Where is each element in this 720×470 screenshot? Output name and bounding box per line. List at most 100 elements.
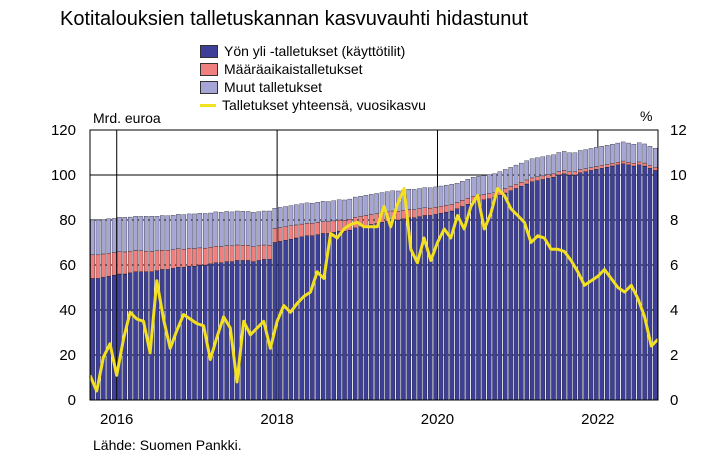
bar-other [267, 210, 272, 246]
bar-demand [111, 274, 117, 401]
bar-other [111, 218, 117, 253]
bar-term [160, 249, 165, 270]
bar-demand [615, 164, 621, 401]
bar-other [492, 173, 497, 193]
bar-term [513, 184, 519, 189]
bar-demand [197, 264, 203, 401]
y-left-tick-label: 100 [51, 167, 76, 184]
bar-other [599, 146, 604, 166]
bar-term [176, 248, 181, 268]
bar-other [133, 216, 138, 251]
y-right-tick-label: 2 [670, 347, 678, 364]
bar-other [481, 175, 487, 195]
bar-demand [192, 265, 197, 401]
bar-other [127, 216, 133, 252]
y-left-tick-label: 0 [68, 392, 76, 409]
bar-demand [604, 166, 610, 401]
bar-other [208, 212, 213, 248]
bar-demand [401, 218, 406, 401]
bar-demand [551, 177, 556, 401]
bar-term [181, 249, 187, 268]
bar-demand [540, 179, 546, 401]
bar-other [95, 219, 101, 256]
bar-term [428, 207, 433, 216]
bar-demand [358, 226, 363, 401]
bar-other [326, 201, 331, 222]
bar-other [144, 216, 149, 252]
bar-other [369, 194, 374, 215]
bar-term [197, 247, 203, 266]
bar-term [320, 221, 326, 234]
bar-other [294, 204, 299, 226]
bar-demand [631, 165, 637, 401]
bar-other [202, 213, 208, 249]
bar-other [251, 212, 256, 247]
bar-other [224, 211, 229, 246]
bar-other [336, 199, 342, 221]
bar-demand [503, 192, 508, 401]
bar-term [261, 244, 267, 260]
bar-demand [310, 235, 315, 401]
bar-other [256, 211, 262, 247]
bar-demand [578, 172, 583, 401]
bar-other [503, 169, 508, 189]
bar-term [154, 250, 160, 271]
legend-swatch-term [200, 62, 218, 76]
x-tick-label: 2022 [581, 411, 614, 428]
y-left-tick-label: 80 [59, 212, 76, 229]
bar-term [535, 176, 540, 181]
bar-other [353, 196, 358, 218]
bar-term [149, 251, 154, 272]
bar-other [508, 167, 513, 187]
bar-other [154, 216, 160, 251]
bar-other [524, 160, 529, 181]
legend-item-demand: Yön yli -talletukset (käyttötilit) [200, 42, 426, 60]
bar-term [508, 186, 513, 191]
bar-term [594, 166, 599, 170]
bar-demand [353, 227, 358, 401]
bar-term [245, 245, 251, 261]
bar-term [165, 250, 170, 270]
bar-demand [556, 174, 562, 401]
bar-demand [572, 174, 578, 401]
bar-demand [470, 201, 476, 401]
bar-demand [567, 174, 572, 401]
bar-demand [256, 260, 262, 401]
bar-demand [283, 240, 288, 401]
legend-swatch-other [200, 80, 218, 94]
left-axis-unit: Mrd. euroa [93, 110, 161, 126]
bar-other [283, 206, 288, 227]
bar-term [240, 245, 245, 261]
bar-other [385, 191, 390, 213]
bar-term [170, 249, 176, 269]
bar-term [578, 169, 583, 173]
bar-term [411, 209, 417, 218]
legend: Yön yli -talletukset (käyttötilit) Määrä… [200, 42, 426, 114]
bar-demand [385, 220, 390, 401]
bar-other [122, 217, 128, 253]
bar-other [261, 210, 267, 246]
bar-other [615, 142, 621, 163]
bar-term [90, 254, 95, 279]
bar-term [213, 246, 219, 263]
bar-demand [374, 223, 379, 401]
bar-other [454, 183, 460, 203]
bar-term [449, 204, 454, 212]
bar-other [470, 177, 476, 197]
bar-demand [428, 215, 433, 401]
bar-other [117, 217, 122, 252]
bar-other [411, 189, 417, 210]
legend-swatch-growth [200, 103, 216, 107]
bar-term [572, 171, 578, 176]
bar-other [588, 148, 594, 168]
bar-term [133, 250, 138, 272]
bar-other [620, 141, 626, 162]
bar-other [363, 195, 369, 216]
bar-term [251, 246, 256, 262]
bar-demand [106, 276, 111, 401]
bar-other [594, 147, 599, 167]
bar-term [642, 162, 647, 167]
bar-demand [637, 164, 642, 401]
bar-demand [529, 181, 535, 401]
bar-other [347, 198, 353, 220]
